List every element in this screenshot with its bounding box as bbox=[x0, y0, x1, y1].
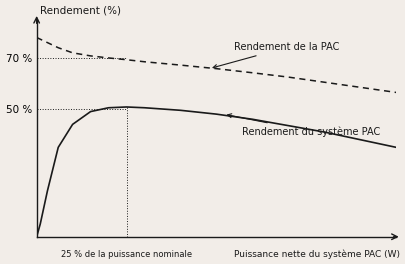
Text: 25 % de la puissance nominale: 25 % de la puissance nominale bbox=[61, 250, 192, 259]
Text: Rendement (%): Rendement (%) bbox=[40, 5, 121, 15]
Text: Rendement de la PAC: Rendement de la PAC bbox=[213, 42, 340, 68]
Text: Rendement du système PAC: Rendement du système PAC bbox=[228, 114, 380, 136]
Text: Puissance nette du système PAC (W): Puissance nette du système PAC (W) bbox=[234, 250, 400, 259]
